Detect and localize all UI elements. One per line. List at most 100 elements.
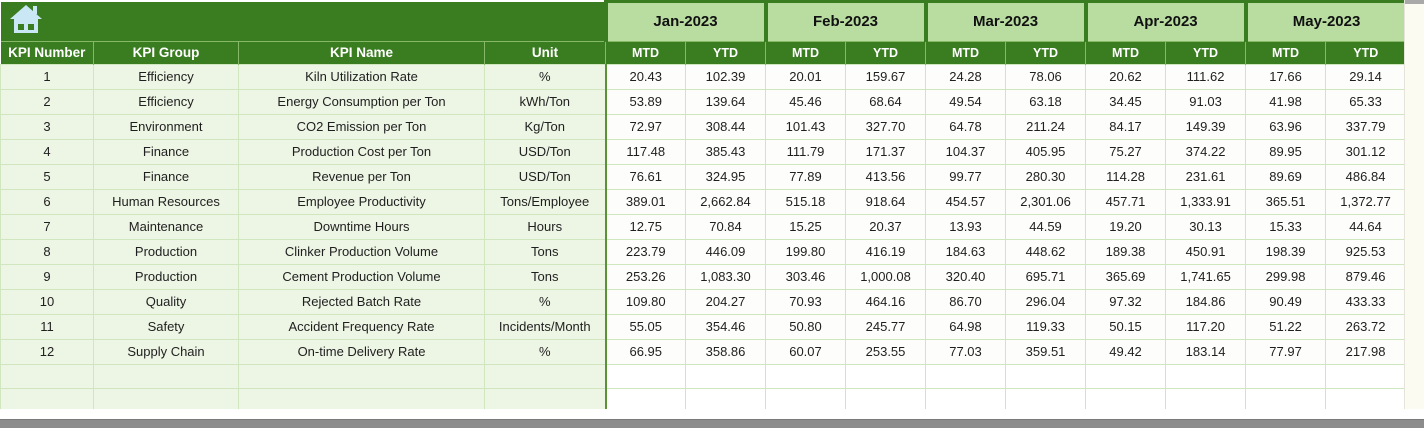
value-cell[interactable]: 296.04 [1005, 288, 1087, 315]
value-cell[interactable]: 75.27 [1085, 138, 1167, 165]
value-cell[interactable]: 45.46 [765, 88, 846, 115]
value-cell[interactable]: 385.43 [685, 138, 766, 165]
value-cell[interactable]: 324.95 [685, 163, 766, 190]
value-cell[interactable]: 359.51 [1005, 338, 1087, 365]
value-cell[interactable]: 263.72 [1325, 313, 1407, 340]
kpi-group-cell[interactable]: Finance [93, 138, 239, 165]
value-cell[interactable]: 301.12 [1325, 138, 1407, 165]
kpi-number-cell[interactable]: 3 [0, 113, 94, 140]
value-cell[interactable]: 68.64 [844, 88, 927, 115]
value-cell[interactable]: 217.98 [1325, 338, 1407, 365]
empty-cell[interactable] [925, 363, 1007, 389]
empty-cell[interactable] [0, 387, 94, 413]
kpi-number-cell[interactable]: 2 [0, 88, 94, 115]
kpi-number-cell[interactable]: 10 [0, 288, 94, 315]
empty-cell[interactable] [93, 363, 239, 389]
value-cell[interactable]: 374.22 [1165, 138, 1247, 165]
unit-cell[interactable]: % [484, 338, 606, 365]
kpi-number-cell[interactable]: 4 [0, 138, 94, 165]
value-cell[interactable]: 1,000.08 [844, 263, 927, 290]
empty-cell[interactable] [484, 363, 606, 389]
value-cell[interactable]: 20.01 [765, 63, 846, 90]
value-cell[interactable]: 44.59 [1005, 213, 1087, 240]
unit-cell[interactable]: USD/Ton [484, 163, 606, 190]
kpi-name-cell[interactable]: Downtime Hours [238, 213, 485, 240]
value-cell[interactable]: 389.01 [604, 188, 686, 215]
value-cell[interactable]: 405.95 [1005, 138, 1087, 165]
empty-cell[interactable] [1325, 387, 1407, 413]
value-cell[interactable]: 64.98 [925, 313, 1007, 340]
value-cell[interactable]: 925.53 [1325, 238, 1407, 265]
value-cell[interactable]: 446.09 [685, 238, 766, 265]
value-cell[interactable]: 97.32 [1085, 288, 1167, 315]
value-cell[interactable]: 15.25 [765, 213, 846, 240]
value-cell[interactable]: 20.37 [844, 213, 927, 240]
value-cell[interactable]: 117.20 [1165, 313, 1247, 340]
unit-cell[interactable]: USD/Ton [484, 138, 606, 165]
value-cell[interactable]: 198.39 [1245, 238, 1327, 265]
unit-cell[interactable]: Hours [484, 213, 606, 240]
value-cell[interactable]: 223.79 [604, 238, 686, 265]
value-cell[interactable]: 139.64 [685, 88, 766, 115]
value-cell[interactable]: 171.37 [844, 138, 927, 165]
value-cell[interactable]: 30.13 [1165, 213, 1247, 240]
value-cell[interactable]: 119.33 [1005, 313, 1087, 340]
value-cell[interactable]: 90.49 [1245, 288, 1327, 315]
value-cell[interactable]: 695.71 [1005, 263, 1087, 290]
value-cell[interactable]: 34.45 [1085, 88, 1167, 115]
value-cell[interactable]: 89.69 [1245, 163, 1327, 190]
kpi-number-cell[interactable]: 11 [0, 313, 94, 340]
value-cell[interactable]: 204.27 [685, 288, 766, 315]
kpi-number-cell[interactable]: 7 [0, 213, 94, 240]
value-cell[interactable]: 457.71 [1085, 188, 1167, 215]
value-cell[interactable]: 77.03 [925, 338, 1007, 365]
kpi-group-cell[interactable]: Finance [93, 163, 239, 190]
value-cell[interactable]: 1,741.65 [1165, 263, 1247, 290]
value-cell[interactable]: 918.64 [844, 188, 927, 215]
value-cell[interactable]: 20.62 [1085, 63, 1167, 90]
unit-cell[interactable]: kWh/Ton [484, 88, 606, 115]
value-cell[interactable]: 354.46 [685, 313, 766, 340]
empty-cell[interactable] [1085, 387, 1167, 413]
value-cell[interactable]: 454.57 [925, 188, 1007, 215]
value-cell[interactable]: 433.33 [1325, 288, 1407, 315]
value-cell[interactable]: 111.79 [765, 138, 846, 165]
kpi-group-cell[interactable]: Maintenance [93, 213, 239, 240]
empty-cell[interactable] [844, 363, 927, 389]
value-cell[interactable]: 231.61 [1165, 163, 1247, 190]
value-cell[interactable]: 280.30 [1005, 163, 1087, 190]
value-cell[interactable]: 253.26 [604, 263, 686, 290]
value-cell[interactable]: 60.07 [765, 338, 846, 365]
empty-cell[interactable] [1165, 387, 1247, 413]
kpi-group-cell[interactable]: Supply Chain [93, 338, 239, 365]
unit-cell[interactable]: % [484, 63, 606, 90]
value-cell[interactable]: 49.42 [1085, 338, 1167, 365]
value-cell[interactable]: 19.20 [1085, 213, 1167, 240]
value-cell[interactable]: 299.98 [1245, 263, 1327, 290]
value-cell[interactable]: 24.28 [925, 63, 1007, 90]
empty-cell[interactable] [1325, 363, 1407, 389]
empty-cell[interactable] [604, 363, 686, 389]
kpi-name-cell[interactable]: Kiln Utilization Rate [238, 63, 485, 90]
empty-cell[interactable] [685, 363, 766, 389]
value-cell[interactable]: 76.61 [604, 163, 686, 190]
empty-cell[interactable] [1005, 363, 1087, 389]
value-cell[interactable]: 63.96 [1245, 113, 1327, 140]
value-cell[interactable]: 159.67 [844, 63, 927, 90]
value-cell[interactable]: 189.38 [1085, 238, 1167, 265]
kpi-number-cell[interactable]: 8 [0, 238, 94, 265]
value-cell[interactable]: 72.97 [604, 113, 686, 140]
kpi-number-cell[interactable]: 12 [0, 338, 94, 365]
value-cell[interactable]: 44.64 [1325, 213, 1407, 240]
kpi-name-cell[interactable]: Accident Frequency Rate [238, 313, 485, 340]
empty-cell[interactable] [765, 363, 846, 389]
kpi-name-cell[interactable]: Production Cost per Ton [238, 138, 485, 165]
value-cell[interactable]: 77.89 [765, 163, 846, 190]
value-cell[interactable]: 78.06 [1005, 63, 1087, 90]
kpi-group-cell[interactable]: Human Resources [93, 188, 239, 215]
home-icon[interactable] [9, 4, 43, 34]
value-cell[interactable]: 879.46 [1325, 263, 1407, 290]
value-cell[interactable]: 117.48 [604, 138, 686, 165]
value-cell[interactable]: 15.33 [1245, 213, 1327, 240]
value-cell[interactable]: 320.40 [925, 263, 1007, 290]
